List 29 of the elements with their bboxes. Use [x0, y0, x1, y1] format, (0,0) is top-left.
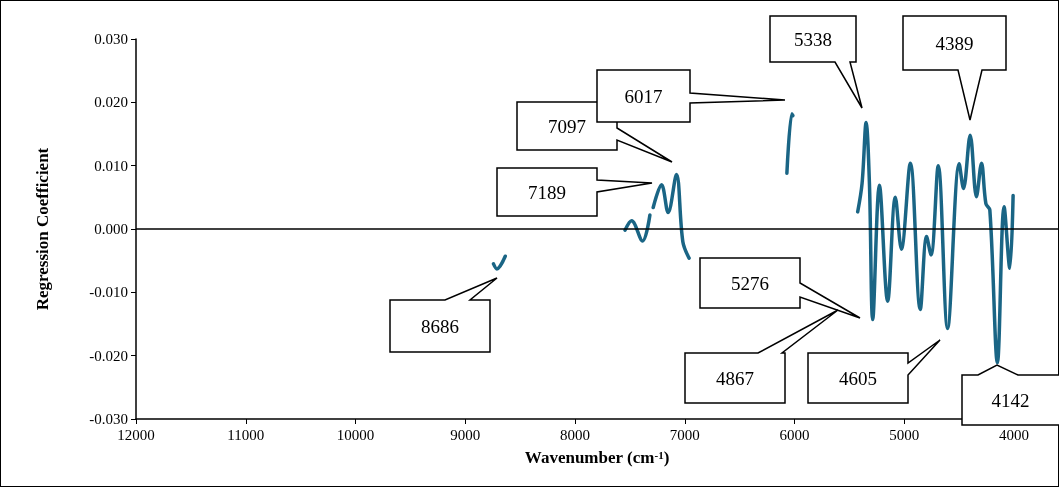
annotation: 4142	[991, 389, 1030, 411]
x-tick-label: 4000	[999, 426, 1030, 443]
y-tick-label: -0.020	[89, 347, 128, 364]
x-tick-label: 5000	[889, 426, 920, 443]
x-tick-label: 11000	[227, 426, 265, 443]
x-tick-label: 8000	[560, 426, 591, 443]
line-series	[651, 172, 691, 260]
y-tick-label: 0.020	[94, 94, 128, 111]
annotation: 7097	[548, 115, 586, 137]
x-tick-label: 6000	[779, 426, 810, 443]
annotation: 6017	[624, 85, 663, 107]
x-tick-label: 12000	[117, 426, 155, 443]
x-tick-label: 7000	[669, 426, 700, 443]
annotation: 5276	[731, 272, 769, 294]
y-tick-label: 0.000	[94, 221, 128, 237]
y-tick-label: 0.010	[94, 157, 128, 174]
x-tick-label: 10000	[336, 426, 375, 443]
annotation: 4389	[935, 32, 974, 54]
annotation: 7189	[528, 181, 566, 203]
x-tick-label: 9000	[450, 426, 481, 443]
y-tick-label: 0.030	[94, 31, 128, 47]
annotation: 4867	[716, 367, 754, 389]
y-axis-title: Regression Coefficient	[33, 147, 52, 311]
annotation: 5338	[794, 28, 832, 50]
annotation: 8686	[421, 315, 459, 337]
line-series	[855, 120, 1015, 365]
y-tick-label: -0.030	[89, 411, 128, 427]
y-tick-label: -0.010	[89, 284, 128, 301]
annotation: 4605	[839, 367, 877, 389]
